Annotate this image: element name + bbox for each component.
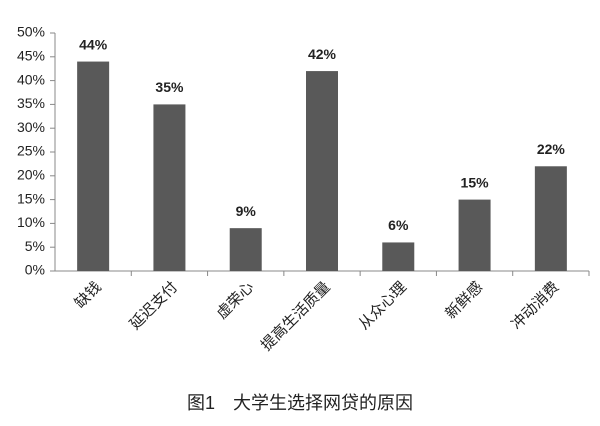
y-tick-label: 50% <box>17 24 45 40</box>
y-tick-label: 20% <box>17 167 45 183</box>
value-label: 15% <box>461 174 490 190</box>
x-tick-label: 提高生活质量 <box>258 279 334 355</box>
y-tick-label: 30% <box>17 119 45 135</box>
bar <box>77 61 110 272</box>
value-label: 22% <box>537 141 566 157</box>
value-label: 42% <box>308 46 337 62</box>
bar <box>306 71 338 271</box>
y-tick-label: 40% <box>17 71 45 87</box>
bar <box>229 228 262 271</box>
x-tick-label: 从众心理 <box>355 279 409 333</box>
y-tick-label: 15% <box>17 190 45 206</box>
bar <box>458 199 491 271</box>
value-label: 35% <box>155 79 184 95</box>
x-tick-label: 新鲜感 <box>442 279 486 323</box>
value-label: 6% <box>388 217 409 233</box>
y-tick-label: 0% <box>25 262 45 278</box>
y-tick-label: 45% <box>17 48 45 64</box>
value-label: 44% <box>79 36 108 52</box>
chart-caption: 图1 大学生选择网贷的原因 <box>187 393 413 413</box>
x-tick-label: 虚荣心 <box>213 279 257 323</box>
y-tick-label: 25% <box>17 143 45 159</box>
x-tick-label: 冲动消费 <box>508 279 562 333</box>
x-tick-label: 缺钱 <box>72 279 105 312</box>
x-tick-label: 延迟支付 <box>127 279 181 333</box>
y-tick-label: 10% <box>17 214 45 230</box>
bar <box>382 242 415 271</box>
y-tick-label: 5% <box>25 238 45 254</box>
bar <box>153 104 186 272</box>
bar <box>534 166 567 271</box>
value-label: 9% <box>236 203 257 219</box>
y-tick-label: 35% <box>17 95 45 111</box>
